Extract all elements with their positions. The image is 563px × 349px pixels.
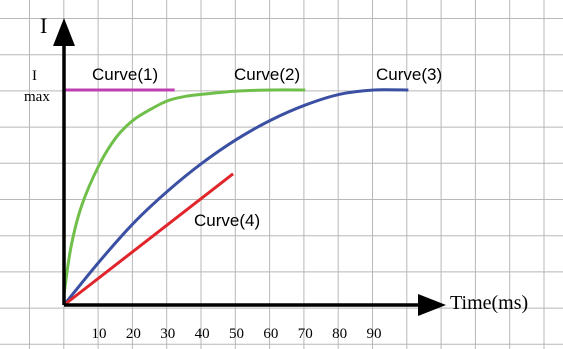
x-tick-label: 80 <box>332 326 347 342</box>
x-tick-label: 50 <box>229 326 244 342</box>
series-line-curve-3 <box>62 88 409 306</box>
x-tick-label: 10 <box>92 326 107 342</box>
x-tick-label: 70 <box>298 326 313 342</box>
imax-label-top: I <box>32 68 37 84</box>
series-line-curve-4 <box>63 172 234 307</box>
x-tick-label: 60 <box>263 326 278 342</box>
curve-label-2: Curve(2) <box>234 65 300 84</box>
x-axis-arrow <box>418 294 446 316</box>
series-line-curve-2 <box>62 88 306 295</box>
x-tick-label: 40 <box>195 326 210 342</box>
x-tick-label: 90 <box>367 326 382 342</box>
x-tick-labels: 10 20 30 40 50 60 70 80 90 <box>92 326 382 342</box>
y-axis-label: I <box>40 13 47 38</box>
curve-label-4: Curve(4) <box>194 211 260 230</box>
curve-label-1: Curve(1) <box>92 65 158 84</box>
imax-label-bottom: max <box>24 89 50 105</box>
curve-label-3: Curve(3) <box>376 65 442 84</box>
y-axis-arrow <box>53 18 75 46</box>
axes <box>53 18 446 316</box>
x-tick-label: 30 <box>160 326 175 342</box>
curve-labels: Curve(1) Curve(2) Curve(3) Curve(4) <box>92 65 442 230</box>
series-lines <box>62 88 409 307</box>
x-tick-label: 20 <box>126 326 141 342</box>
x-axis-label: Time(ms) <box>450 292 528 314</box>
